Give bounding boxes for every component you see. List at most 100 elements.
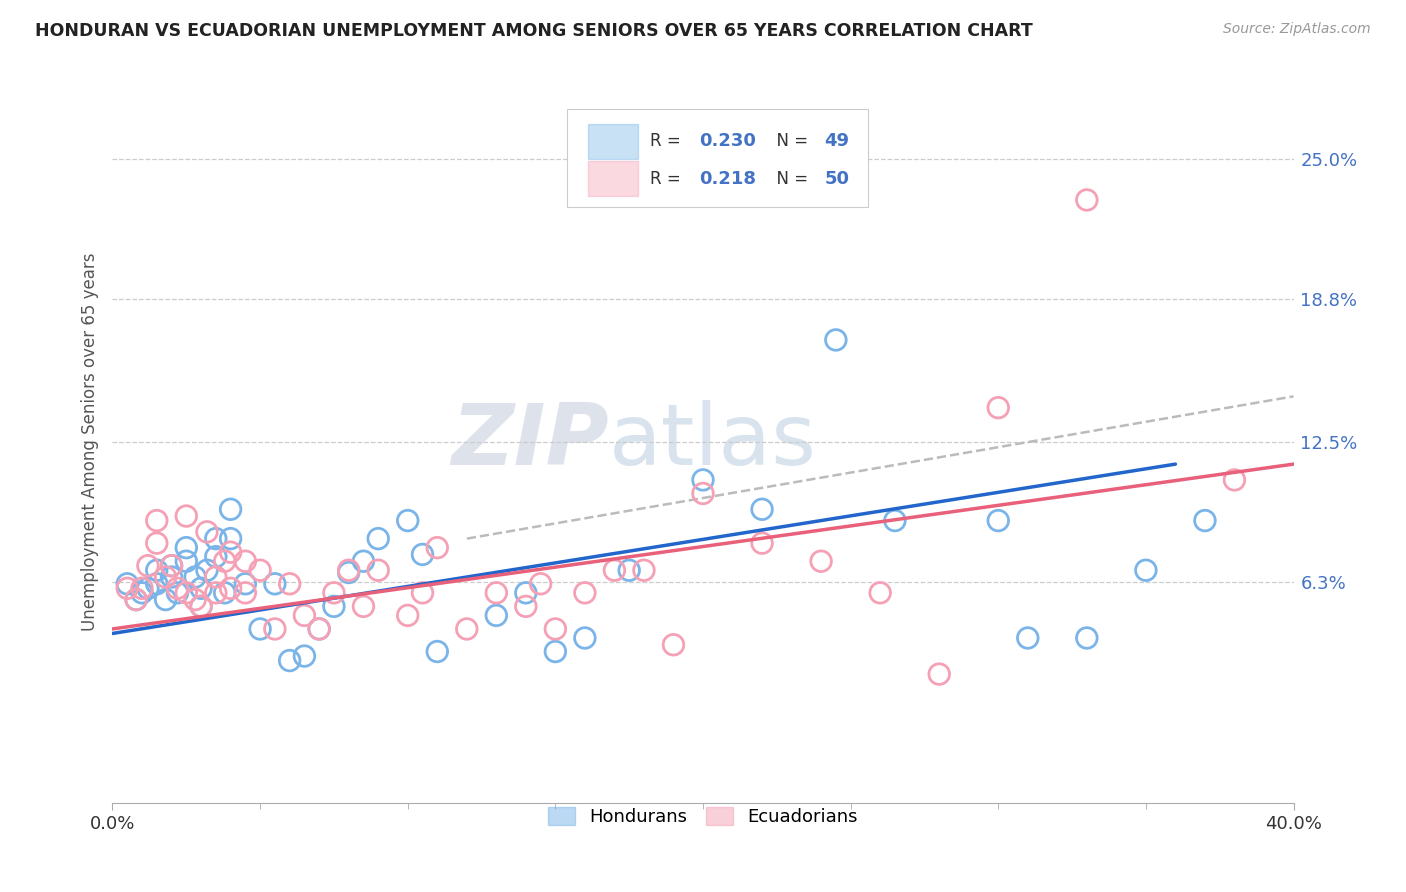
Ecuadorians [869,586,891,600]
Hondurans [214,586,236,600]
Ecuadorians [928,667,950,681]
Hondurans [1017,631,1039,645]
Hondurans [544,644,567,658]
Hondurans [136,582,159,596]
Text: R =: R = [650,169,692,187]
Ecuadorians [485,586,508,600]
Ecuadorians [367,563,389,577]
Hondurans [205,532,228,546]
Ecuadorians [337,563,360,577]
Hondurans [146,576,169,591]
Ecuadorians [233,586,256,600]
Ecuadorians [352,599,374,614]
Text: 0.230: 0.230 [699,132,756,151]
Text: atlas: atlas [609,400,817,483]
Hondurans [292,648,315,663]
Hondurans [264,576,287,591]
Ecuadorians [160,558,183,573]
Hondurans [233,576,256,591]
Hondurans [174,541,197,555]
Ecuadorians [574,586,596,600]
Ecuadorians [117,582,138,596]
Ecuadorians [987,401,1010,415]
FancyBboxPatch shape [567,109,869,207]
Hondurans [884,514,907,528]
Hondurans [485,608,508,623]
Ecuadorians [205,570,228,584]
FancyBboxPatch shape [589,124,638,159]
Ecuadorians [751,536,773,550]
Hondurans [751,502,773,516]
Hondurans [160,558,183,573]
Hondurans [184,570,207,584]
Hondurans [190,582,212,596]
Ecuadorians [249,563,271,577]
Hondurans [337,566,360,580]
Text: 49: 49 [825,132,849,151]
Ecuadorians [323,586,346,600]
Ecuadorians [214,554,236,568]
Ecuadorians [692,486,714,500]
Text: R =: R = [650,132,686,151]
Hondurans [278,654,301,668]
Hondurans [219,502,242,516]
Text: ZIP: ZIP [451,400,609,483]
Hondurans [160,570,183,584]
Ecuadorians [515,599,537,614]
Ecuadorians [146,514,169,528]
Hondurans [367,532,389,546]
Hondurans [323,599,346,614]
Ecuadorians [174,586,197,600]
Ecuadorians [219,545,242,559]
Ecuadorians [146,536,169,550]
Ecuadorians [456,622,478,636]
Hondurans [515,586,537,600]
Hondurans [219,532,242,546]
Text: HONDURAN VS ECUADORIAN UNEMPLOYMENT AMONG SENIORS OVER 65 YEARS CORRELATION CHAR: HONDURAN VS ECUADORIAN UNEMPLOYMENT AMON… [35,22,1033,40]
Hondurans [308,622,330,636]
Ecuadorians [411,586,433,600]
Hondurans [352,554,374,568]
Ecuadorians [205,586,228,600]
Hondurans [125,592,148,607]
Hondurans [190,599,212,614]
Hondurans [117,576,138,591]
Ecuadorians [195,524,218,539]
Hondurans [146,563,169,577]
Hondurans [692,473,714,487]
Ecuadorians [190,599,212,614]
Ecuadorians [1076,193,1098,207]
Ecuadorians [125,592,148,607]
Text: 50: 50 [825,169,849,187]
Ecuadorians [1223,473,1246,487]
Text: N =: N = [766,169,813,187]
Text: N =: N = [766,132,813,151]
Ecuadorians [396,608,419,623]
Ecuadorians [264,622,287,636]
Hondurans [987,514,1010,528]
Text: Source: ZipAtlas.com: Source: ZipAtlas.com [1223,22,1371,37]
Ecuadorians [278,576,301,591]
Ecuadorians [131,582,153,596]
Text: 0.218: 0.218 [699,169,756,187]
Hondurans [426,644,449,658]
Ecuadorians [219,582,242,596]
Hondurans [249,622,271,636]
Hondurans [155,592,177,607]
Hondurans [1076,631,1098,645]
Hondurans [721,129,744,144]
Hondurans [396,514,419,528]
Hondurans [131,586,153,600]
Ecuadorians [308,622,330,636]
Hondurans [205,549,228,564]
Legend: Hondurans, Ecuadorians: Hondurans, Ecuadorians [541,800,865,833]
Hondurans [195,563,218,577]
Ecuadorians [233,554,256,568]
Hondurans [411,548,433,562]
Ecuadorians [174,509,197,524]
FancyBboxPatch shape [589,161,638,196]
Ecuadorians [184,592,207,607]
Ecuadorians [136,558,159,573]
Hondurans [824,333,846,347]
Ecuadorians [662,638,685,652]
